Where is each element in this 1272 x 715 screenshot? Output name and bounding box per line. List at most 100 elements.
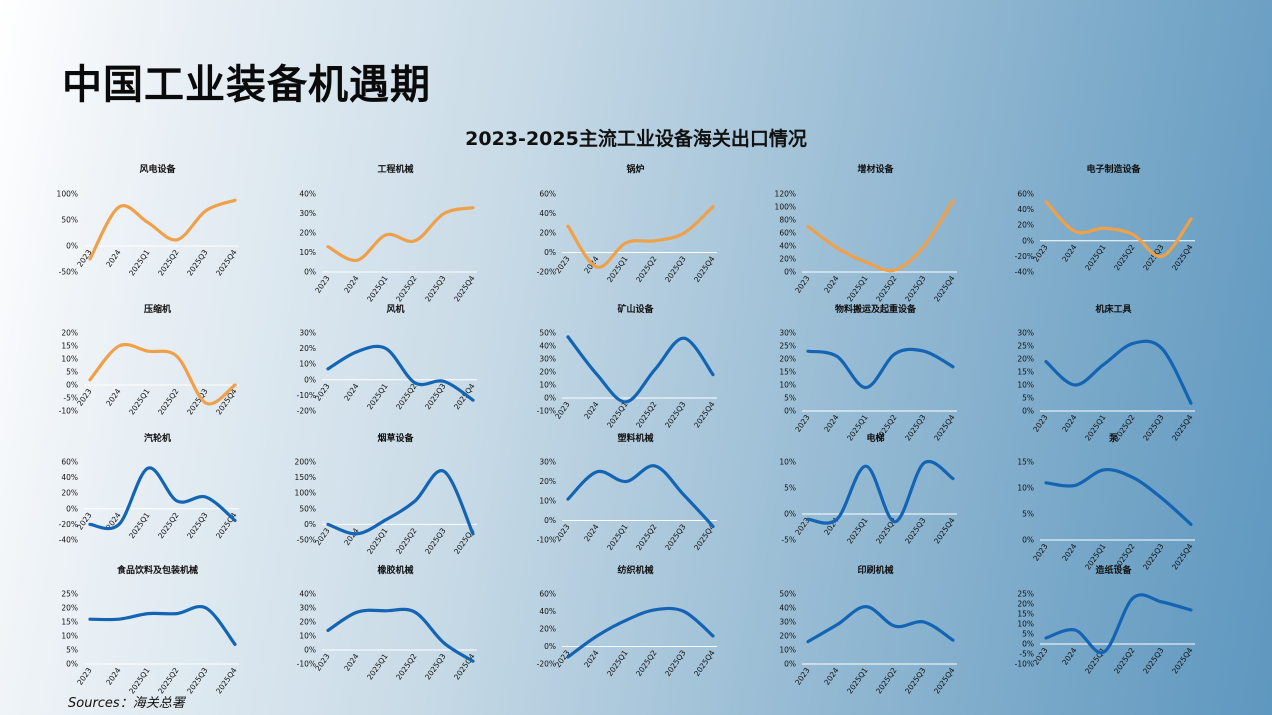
y-tick-label: 10% (61, 355, 78, 364)
x-tick-label: 2024 (582, 522, 600, 543)
y-tick-label: 0% (304, 646, 316, 655)
x-tick-label: 2023 (313, 652, 331, 673)
y-tick-label: 5% (1022, 510, 1034, 519)
y-tick-label: -20% (537, 660, 556, 669)
x-tick-label: 2025Q3 (1141, 646, 1166, 676)
x-tick-label: 2024 (1060, 646, 1078, 667)
y-tick-label: 0% (544, 516, 556, 525)
y-tick-label: 20% (539, 625, 556, 634)
y-tick-label: 60% (779, 229, 796, 238)
chart-title-11: 汽轮机 (144, 432, 171, 444)
x-tick-label: 2023 (1031, 243, 1049, 264)
y-tick-label: 0% (304, 375, 316, 384)
y-tick-label: 20% (299, 229, 316, 238)
y-tick-label: 80% (779, 216, 796, 225)
y-tick-label: 0% (1022, 536, 1034, 545)
chart-title-18: 纺织机械 (617, 564, 653, 576)
y-tick-label: 15% (1017, 368, 1034, 377)
x-tick-label: 2025Q1 (1083, 413, 1108, 443)
x-tick-label: 2025Q2 (156, 387, 181, 417)
y-tick-label: 60% (61, 458, 78, 467)
y-tick-label: 10% (779, 646, 796, 655)
y-tick-label: 30% (779, 618, 796, 627)
x-tick-label: 2025Q4 (692, 648, 717, 678)
chart-title-3: 锅炉 (625, 163, 644, 175)
x-tick-label: 2024 (104, 387, 122, 408)
chart-panel-4: 增材设备 120% 100% 80% 60% 40% 20% 0%2023 2024 2025Q1… (775, 163, 957, 304)
x-tick-label: 2023 (75, 387, 93, 408)
y-tick-label: 5% (66, 646, 78, 655)
x-tick-label: 2024 (342, 652, 360, 673)
chart-title-14: 电梯 (866, 432, 884, 444)
y-tick-label: 10% (1017, 620, 1034, 629)
x-tick-label: 2023 (553, 522, 571, 543)
y-tick-label: 25% (779, 342, 796, 351)
y-tick-label: 20% (61, 489, 78, 498)
x-tick-label: 2025Q3 (663, 400, 688, 430)
y-tick-label: 0% (66, 242, 78, 251)
x-tick-label: 2025Q3 (903, 274, 928, 304)
chart-title-2: 工程机械 (377, 163, 413, 175)
y-tick-label: 15% (779, 368, 796, 377)
y-tick-label: 10% (1017, 381, 1034, 390)
y-tick-label: 20% (779, 255, 796, 264)
y-tick-label: 0% (784, 510, 796, 519)
y-tick-label: -20% (297, 407, 316, 416)
y-tick-label: 10% (779, 381, 796, 390)
x-tick-label: 2025Q2 (1112, 243, 1137, 273)
series-line (88, 604, 237, 646)
x-tick-label: 2025Q3 (663, 522, 688, 552)
x-tick-label: 2025Q2 (394, 526, 419, 556)
y-tick-label: 0% (544, 248, 556, 257)
x-tick-label: 2025Q4 (692, 400, 717, 430)
series-line (1044, 593, 1193, 655)
chart-title-4: 增材设备 (857, 163, 894, 175)
x-tick-label: 2025Q1 (365, 382, 390, 412)
y-tick-label: 5% (784, 484, 796, 493)
x-tick-label: 2024 (342, 274, 360, 295)
x-tick-label: 2025Q2 (634, 522, 659, 552)
x-tick-label: 2025Q2 (394, 274, 419, 304)
x-tick-label: 2025Q4 (214, 666, 239, 696)
series-line (806, 459, 955, 525)
chart-title-6: 压缩机 (144, 303, 171, 315)
x-tick-label: 2025Q1 (605, 522, 630, 552)
y-tick-label: 120% (775, 190, 796, 199)
chart-title-10: 机床工具 (1095, 303, 1131, 315)
x-tick-label: 2024 (104, 248, 122, 269)
y-tick-label: 10% (299, 248, 316, 257)
y-tick-label: -5% (63, 394, 78, 403)
chart-title: 2023-2025主流工业设备海关出口情况 (465, 128, 807, 150)
y-tick-label: 10% (539, 381, 556, 390)
y-tick-label: 40% (779, 242, 796, 251)
series-line (88, 342, 237, 406)
x-tick-label: 2025Q3 (423, 382, 448, 412)
y-tick-label: 0% (1022, 407, 1034, 416)
x-tick-label: 2025Q2 (874, 274, 899, 304)
x-tick-label: 2025Q3 (423, 652, 448, 682)
y-tick-label: 30% (779, 329, 796, 338)
x-tick-label: 2025Q4 (932, 413, 957, 443)
y-tick-label: 20% (61, 329, 78, 338)
x-tick-label: 2023 (793, 666, 811, 687)
series-line (566, 606, 715, 659)
x-tick-label: 2023 (553, 400, 571, 421)
chart-panel-20: 造纸设备 25%20%15%10%5%0%-5%-10%2023 2024 2025Q… (1015, 564, 1195, 676)
series-line (326, 206, 475, 262)
series-line (88, 198, 237, 261)
y-tick-label: 20% (299, 618, 316, 627)
x-tick-label: 2025Q2 (634, 400, 659, 430)
y-tick-label: 0% (544, 394, 556, 403)
y-tick-label: 50% (61, 216, 78, 225)
x-tick-label: 2025Q3 (185, 666, 210, 696)
y-tick-label: 25% (61, 590, 78, 599)
y-tick-label: 0% (784, 660, 796, 669)
series-line (1044, 200, 1193, 259)
x-tick-label: 2025Q1 (365, 652, 390, 682)
y-tick-label: 5% (784, 394, 796, 403)
y-tick-label: 0% (66, 504, 78, 513)
x-tick-label: 2023 (313, 274, 331, 295)
